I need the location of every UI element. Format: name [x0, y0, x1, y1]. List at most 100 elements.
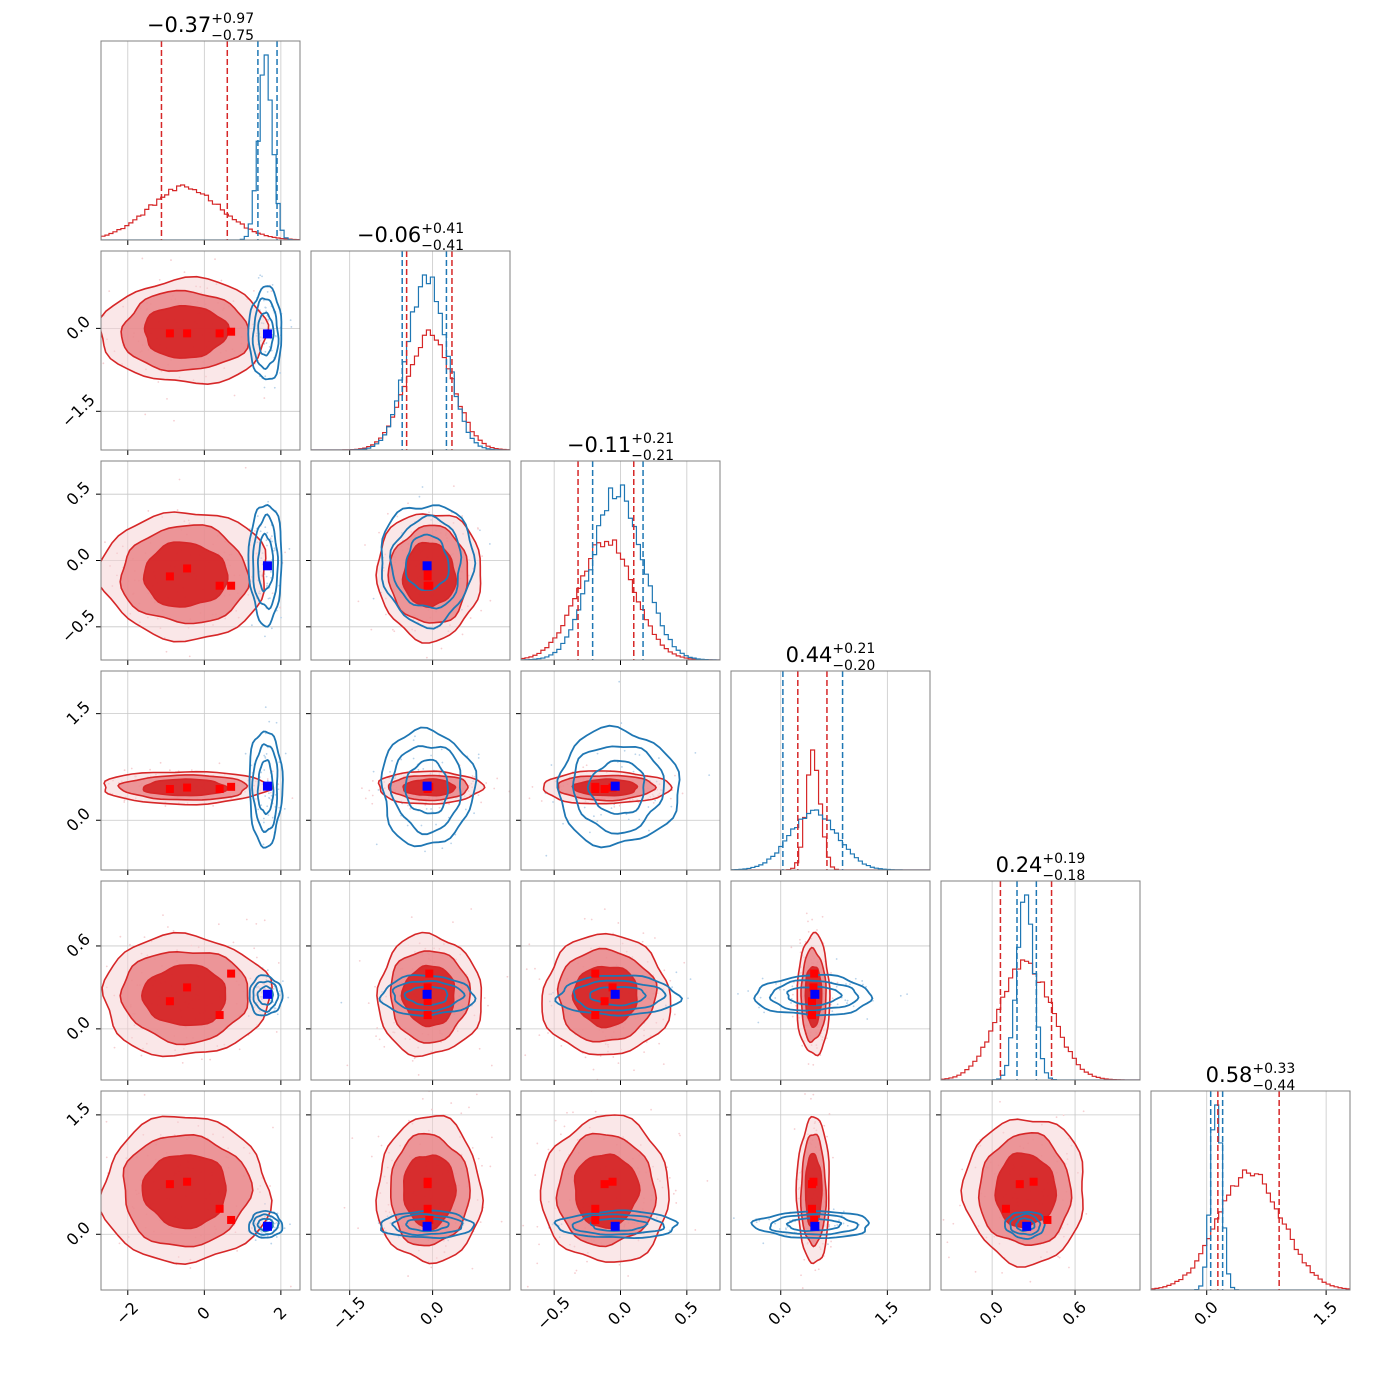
- red-sample-point: [538, 978, 541, 981]
- red-sample-point: [674, 774, 676, 777]
- red-sample-point: [471, 775, 474, 777]
- red-sample-point: [617, 922, 620, 924]
- blue-sample-point: [259, 1229, 262, 1232]
- red-sample-point: [1068, 1266, 1070, 1269]
- blue-sample-point: [267, 318, 269, 321]
- x-tick-label: 0.0: [1190, 1298, 1221, 1329]
- red-sample-point: [948, 1256, 950, 1259]
- red-sample-point: [584, 1056, 587, 1059]
- blue-sample-point: [278, 761, 281, 764]
- panel-frame: [730, 670, 931, 871]
- red-sample-point: [554, 1119, 557, 1122]
- red-sample-point: [672, 1192, 675, 1195]
- red-sample-point: [75, 387, 77, 389]
- red-sample-point: [190, 1296, 192, 1298]
- blue-sample-point: [842, 1210, 845, 1213]
- panel-background: [731, 671, 930, 870]
- red-sample-point: [526, 1285, 529, 1288]
- blue-sample-point: [675, 971, 678, 974]
- red-sample-point: [493, 787, 496, 790]
- red-sample-point: [368, 789, 371, 792]
- blue-contour-level-2: [252, 980, 280, 1013]
- blue-sample-point: [775, 982, 777, 985]
- red-sample-point: [666, 1166, 669, 1169]
- blue-sample-point: [266, 584, 268, 587]
- blue-sample-point: [275, 721, 278, 724]
- blue-sample-point: [254, 1239, 257, 1242]
- panel-frame: [100, 40, 301, 241]
- red-sample-point: [586, 1081, 588, 1083]
- x-tick-label: −2: [112, 1298, 142, 1328]
- contour-panel-0-2: −0.5 0.0 0.5: [58, 460, 301, 665]
- blue-sample-point: [852, 1005, 855, 1008]
- red-sample-point: [468, 1106, 470, 1109]
- blue-sample-point: [270, 794, 273, 797]
- red-sample-point: [513, 581, 515, 583]
- red-sample-point: [469, 617, 472, 619]
- panel-title: −0.06+0.41 −0.41: [357, 221, 464, 254]
- blue-sample-point: [265, 342, 268, 344]
- red-histogram: [521, 539, 720, 660]
- blue-contour-level-3: [256, 758, 275, 816]
- blue-contour-level-1: [553, 1209, 680, 1240]
- blue-sample-point: [264, 526, 267, 529]
- red-sample-point: [357, 600, 360, 603]
- blue-square-marker: [810, 1221, 820, 1231]
- panel-frame: [100, 670, 301, 871]
- red-sample-point: [799, 938, 801, 941]
- red-sample-point: [425, 656, 428, 659]
- red-sample-point: [652, 801, 655, 804]
- red-sample-point: [952, 1222, 955, 1225]
- red-sample-point: [574, 1272, 576, 1274]
- title-median: 0.58: [1206, 1063, 1253, 1087]
- red-square-marker: [808, 1204, 817, 1213]
- blue-sample-point: [687, 997, 689, 1000]
- panel-title: −0.11+0.21 −0.21: [567, 431, 674, 464]
- blue-sample-point: [418, 495, 421, 498]
- red-sample-point: [263, 919, 266, 922]
- histogram-panel-3: 0.44+0.21 −0.20: [730, 641, 931, 875]
- blue-sample-point: [262, 821, 265, 824]
- red-sample-point: [538, 1243, 540, 1246]
- blue-contour-level-2: [572, 979, 667, 1012]
- blue-sample-point: [273, 547, 276, 550]
- red-square-marker: [425, 969, 434, 978]
- red-sample-point: [244, 466, 247, 469]
- red-sample-point: [269, 1185, 271, 1187]
- x-tick-label: 0.0: [604, 1298, 635, 1329]
- blue-sample-point: [778, 988, 781, 991]
- red-sample-point: [599, 1055, 602, 1057]
- blue-sample-point: [271, 283, 274, 286]
- red-square-marker: [227, 327, 236, 336]
- blue-sample-point: [266, 582, 269, 585]
- blue-sample-point: [425, 808, 428, 810]
- red-sample-point: [165, 650, 168, 653]
- blue-sample-point: [279, 994, 281, 997]
- red-square-marker: [423, 1177, 432, 1186]
- red-sample-point: [485, 782, 488, 784]
- red-sample-point: [669, 979, 672, 982]
- red-square-marker: [591, 1011, 600, 1020]
- blue-sample-point: [266, 779, 269, 782]
- panel-frame: [520, 460, 721, 661]
- blue-sample-point: [289, 319, 292, 322]
- panel-title: 0.58+0.33 −0.44: [1206, 1061, 1296, 1094]
- blue-sample-point: [259, 274, 262, 277]
- red-sample-point: [829, 1245, 832, 1248]
- y-tick-label: 1.5: [63, 1098, 94, 1129]
- red-sample-point: [807, 1063, 810, 1065]
- red-sample-point: [675, 1202, 678, 1204]
- blue-sample-point: [671, 986, 674, 989]
- blue-sample-point: [261, 1232, 264, 1235]
- blue-contour-level-3: [586, 759, 646, 815]
- red-sample-point: [383, 1045, 386, 1048]
- red-sample-point: [479, 1221, 482, 1223]
- contour-panel-2-5: −0.5 0.0 0.5: [516, 1081, 721, 1334]
- red-sample-point: [255, 798, 257, 800]
- red-sample-point: [188, 655, 191, 658]
- red-sample-point: [393, 630, 396, 633]
- panel-frame: [310, 1090, 511, 1291]
- red-sample-point: [71, 792, 73, 794]
- red-square-marker: [165, 329, 174, 338]
- red-sample-point: [252, 289, 255, 292]
